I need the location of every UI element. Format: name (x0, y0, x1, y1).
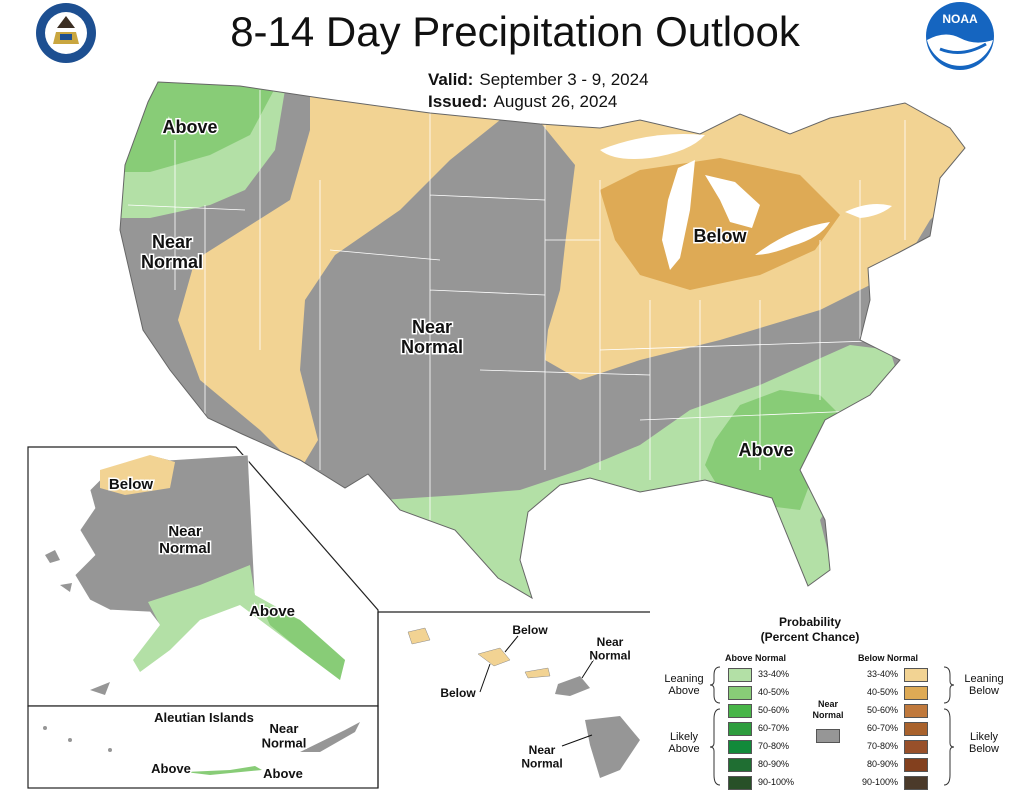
commerce-seal-logo (36, 3, 96, 63)
legend-above-swatch-label: 50-60% (758, 705, 790, 715)
legend-subtitle: (Percent Chance) (760, 630, 860, 644)
legend-above-swatch (728, 722, 752, 736)
legend-above-swatch-label: 40-50% (758, 687, 790, 697)
aleutian-title: Aleutian Islands (154, 710, 254, 725)
legend-below-swatch (904, 722, 928, 736)
issued-date-line: Issued: August 26, 2024 (428, 92, 617, 112)
legend-below-swatch-label: 40-50% (866, 687, 898, 697)
probability-legend: Probability (Percent Chance) Above Norma… (660, 615, 1024, 791)
conus-outline (119, 81, 966, 600)
hawaii-label-below-2: Below (440, 686, 476, 700)
alaska-label-below: Below (109, 476, 154, 493)
aleutian-label-above-2: Above (263, 766, 303, 781)
great-lakes (600, 134, 892, 270)
aleutian-label-above-1: Above (151, 761, 191, 776)
legend-near-normal-swatch (816, 729, 840, 743)
hawaii-label-near-normal-2: Near Normal (521, 743, 562, 770)
noaa-logo: NOAA (926, 2, 994, 70)
valid-value: September 3 - 9, 2024 (479, 70, 649, 89)
hawaii-label-below-1: Below (512, 623, 548, 637)
leaning-below-region (178, 82, 965, 470)
valid-label: Valid: (428, 70, 474, 89)
legend-below-swatch-label: 50-60% (866, 705, 898, 715)
legend-likely-above: Likely Above (668, 731, 700, 755)
legend-above-swatch (728, 704, 752, 718)
issued-label: Issued: (428, 92, 488, 111)
aleutian-label-near-normal: Near Normal (262, 721, 307, 751)
label-below-great-lakes: Below (693, 226, 747, 246)
hawaii-label-near-normal-1: Near Normal (589, 635, 630, 662)
legend-above-swatch-label: 90-100% (758, 777, 795, 787)
legend-near-normal-label: Near Normal (812, 699, 844, 720)
legend-above-swatch (728, 740, 752, 754)
legend-below-swatch (904, 758, 928, 772)
legend-likely-below: Likely Below (969, 731, 999, 755)
legend-above-swatch-label: 33-40% (758, 669, 790, 679)
label-above-southeast: Above (738, 440, 793, 460)
legend-below-swatch (904, 686, 928, 700)
legend-above-swatch (728, 758, 752, 772)
legend-below-swatch-label: 60-70% (866, 723, 898, 733)
legend-below-header: Below Normal (858, 653, 919, 663)
legend-above-swatch (728, 668, 752, 682)
aleutian-inset (27, 705, 379, 789)
legend-below-swatch-label: 33-40% (866, 669, 898, 679)
legend-leaning-below: Leaning Below (964, 673, 1004, 697)
legend-below-swatch-label: 90-100% (861, 777, 898, 787)
label-near-normal-central: Near Normal (401, 317, 463, 357)
label-above-northwest: Above (162, 117, 217, 137)
legend-below-swatch (904, 668, 928, 682)
legend-above-header: Above Normal (725, 653, 787, 663)
legend-below-swatch-label: 70-80% (866, 741, 898, 751)
below-40-50-great-lakes (600, 158, 840, 290)
alaska-inset (27, 446, 379, 707)
legend-leaning-above: Leaning Above (664, 673, 704, 697)
legend-above-swatch (728, 776, 752, 790)
legend-above-swatch (728, 686, 752, 700)
noaa-logo-text: NOAA (942, 12, 978, 26)
label-near-normal-west: Near Normal (141, 232, 203, 272)
legend-above-swatch-label: 60-70% (758, 723, 790, 733)
legend-braces (709, 666, 955, 786)
legend-title: Probability (778, 615, 841, 629)
alaska-label-above: Above (249, 603, 295, 620)
legend-above-swatch-label: 80-90% (758, 759, 790, 769)
alaska-label-near-normal: Near Normal (159, 523, 211, 557)
legend-below-swatch (904, 740, 928, 754)
legend-below-swatch-label: 80-90% (866, 759, 898, 769)
issued-value: August 26, 2024 (493, 92, 618, 111)
legend-above-swatch-label: 70-80% (758, 741, 790, 751)
hawaii-inset (377, 611, 650, 788)
above-40-50-nw (120, 82, 290, 172)
legend-below-swatch (904, 776, 928, 790)
state-boundaries (127, 90, 906, 520)
map-title: 8-14 Day Precipitation Outlook (230, 8, 800, 55)
legend-below-swatch (904, 704, 928, 718)
valid-date-line: Valid: September 3 - 9, 2024 (428, 70, 649, 90)
